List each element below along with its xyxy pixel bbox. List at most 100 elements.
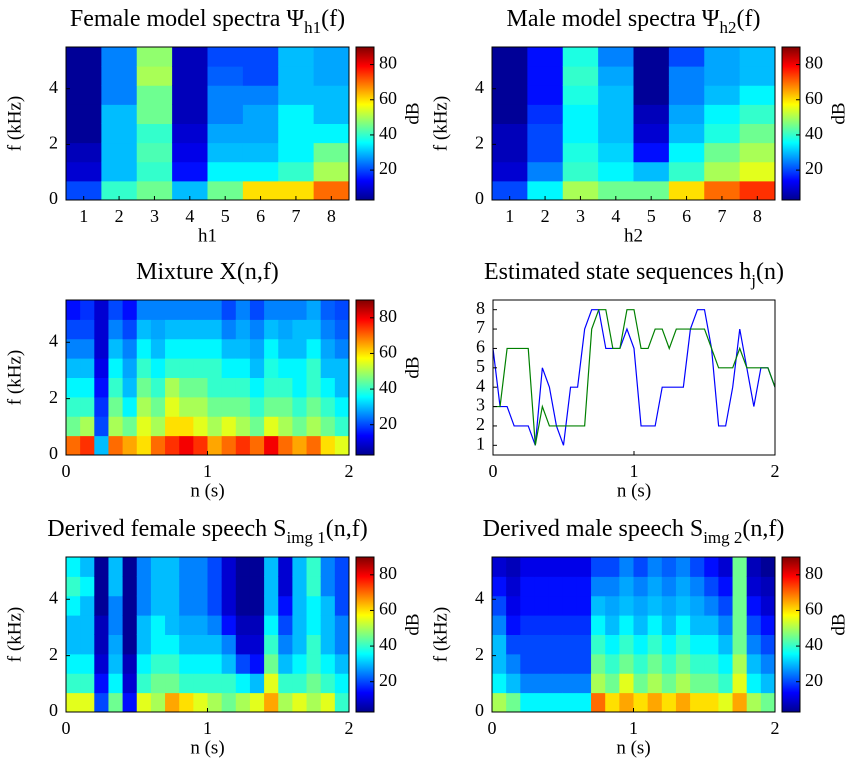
heatmap-cell bbox=[165, 673, 180, 694]
heatmap-cell bbox=[661, 653, 677, 674]
heatmap-cell bbox=[548, 576, 564, 597]
heatmap-cell bbox=[704, 180, 741, 201]
data-line bbox=[492, 309, 776, 446]
heatmap-cell bbox=[165, 653, 180, 674]
heatmap-cell bbox=[207, 300, 223, 320]
heatmap-cell bbox=[235, 396, 251, 417]
heatmap-cell bbox=[506, 653, 521, 674]
heatmap-cell bbox=[306, 435, 322, 456]
x-tick-label: 2 bbox=[345, 718, 354, 738]
heatmap-cell bbox=[506, 557, 521, 577]
colorbar-tick-label: 20 bbox=[379, 158, 397, 178]
heatmap-cell bbox=[732, 653, 748, 674]
heatmap-cell bbox=[221, 653, 237, 674]
heatmap-cell bbox=[80, 615, 95, 635]
heatmap-cell bbox=[690, 634, 705, 655]
heatmap-cell bbox=[492, 104, 528, 124]
heatmap-cell bbox=[278, 673, 293, 694]
heatmap-cell bbox=[150, 634, 166, 655]
heatmap-cell bbox=[94, 634, 109, 655]
heatmap-cell bbox=[591, 615, 606, 635]
heatmap-cell bbox=[492, 673, 507, 694]
heatmap-cell bbox=[562, 634, 578, 655]
heatmap-cell bbox=[334, 377, 350, 398]
heatmap-cell bbox=[760, 653, 776, 674]
x-tick-label: 8 bbox=[753, 206, 762, 226]
heatmap-cell bbox=[207, 416, 223, 437]
colorbar bbox=[355, 299, 375, 456]
heatmap-cell bbox=[221, 358, 237, 378]
heatmap-cell bbox=[661, 595, 677, 616]
heatmap-cell bbox=[506, 634, 521, 655]
heatmap-cell bbox=[292, 673, 308, 694]
heatmap-cell bbox=[150, 338, 166, 359]
heatmap-cell bbox=[242, 161, 279, 182]
heatmap-cell bbox=[136, 673, 152, 694]
heatmap-cell bbox=[207, 653, 223, 674]
x-tick-label: 8 bbox=[327, 206, 336, 226]
heatmap-cell bbox=[334, 416, 350, 437]
heatmap-cell bbox=[221, 319, 237, 340]
heatmap-cell bbox=[313, 85, 350, 105]
heatmap-cell bbox=[704, 653, 719, 674]
heatmap-cell bbox=[605, 615, 620, 635]
heatmap-cell bbox=[136, 85, 173, 105]
colorbar bbox=[355, 556, 375, 713]
heatmap-cell bbox=[661, 692, 677, 713]
heatmap-cell bbox=[193, 377, 208, 398]
heatmap-cell bbox=[172, 104, 208, 124]
heatmap-cell bbox=[94, 358, 109, 378]
heatmap-cell bbox=[94, 653, 109, 674]
heatmap-cell bbox=[576, 615, 592, 635]
heatmap-cell bbox=[278, 104, 315, 124]
heatmap-cell bbox=[221, 377, 237, 398]
y-axis-label: f (kHz) bbox=[4, 96, 25, 151]
heatmap-cell bbox=[668, 161, 705, 182]
heatmap-cell bbox=[534, 595, 550, 616]
heatmap-cell bbox=[122, 377, 138, 398]
heatmap-cell bbox=[242, 104, 279, 124]
heatmap-cell bbox=[320, 557, 336, 577]
heatmap-cell bbox=[619, 673, 634, 694]
heatmap-cell bbox=[264, 634, 279, 655]
heatmap-cell bbox=[136, 104, 173, 124]
heatmap-cell bbox=[527, 123, 564, 144]
heatmap-cell bbox=[193, 557, 208, 577]
heatmap-cell bbox=[136, 595, 152, 616]
heatmap-cell bbox=[534, 576, 550, 597]
heatmap-cell bbox=[704, 66, 741, 86]
heatmap-cell bbox=[207, 66, 244, 86]
heatmap-cell bbox=[591, 595, 606, 616]
chart-title: Female model spectra Ψh1(f) bbox=[70, 6, 345, 37]
title-part: Estimated state sequences h bbox=[484, 259, 751, 285]
heatmap-cell bbox=[320, 416, 336, 437]
heatmap-cell bbox=[193, 615, 208, 635]
heatmap-cell bbox=[150, 557, 166, 577]
x-tick-label: 1 bbox=[505, 206, 514, 226]
heatmap-cell bbox=[66, 85, 102, 105]
x-tick-label: 2 bbox=[771, 461, 780, 481]
heatmap-cell bbox=[668, 85, 705, 105]
heatmap-cell bbox=[165, 338, 180, 359]
heatmap-cell bbox=[122, 435, 138, 456]
heatmap-cell bbox=[746, 576, 762, 597]
heatmap-cell bbox=[306, 576, 322, 597]
heatmap-cell bbox=[306, 416, 322, 437]
heatmap-cell bbox=[334, 319, 350, 340]
heatmap-cell bbox=[278, 595, 293, 616]
heatmap-cell bbox=[278, 180, 315, 201]
heatmap-cell bbox=[264, 377, 279, 398]
heatmap-cell bbox=[249, 300, 265, 320]
heatmap-cell bbox=[292, 358, 308, 378]
heatmap-cell bbox=[492, 142, 528, 163]
heatmap-cell bbox=[242, 142, 279, 163]
title-subscript: j bbox=[750, 271, 756, 290]
heatmap-cell bbox=[746, 634, 762, 655]
plot-area bbox=[493, 300, 775, 455]
heatmap-cell bbox=[122, 416, 138, 437]
heatmap-cell bbox=[179, 634, 194, 655]
heatmap-cell bbox=[633, 161, 670, 182]
heatmap-cell bbox=[150, 615, 166, 635]
heatmap-cell bbox=[492, 66, 528, 86]
